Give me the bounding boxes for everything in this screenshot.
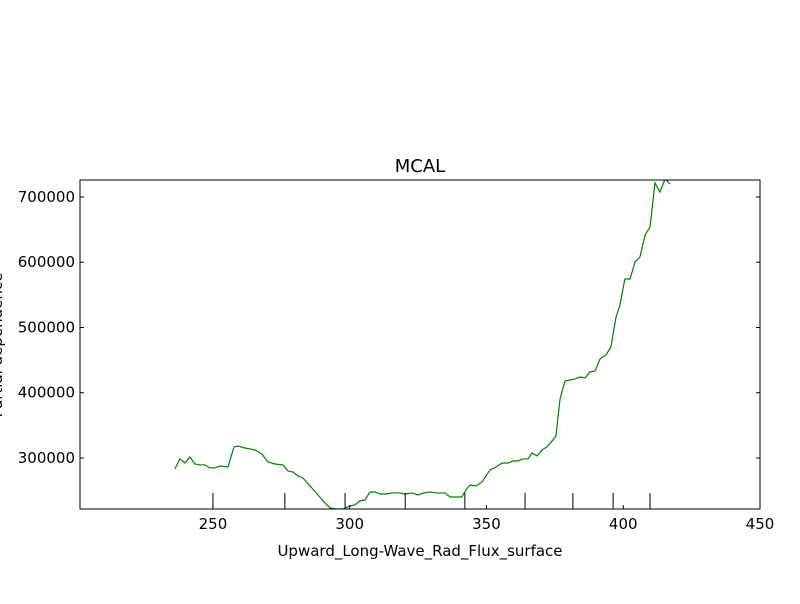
line <box>174 180 671 509</box>
x-tick-label: 350 <box>472 515 501 533</box>
x-tick-label: 300 <box>335 515 364 533</box>
chart-title: MCAL <box>395 156 445 177</box>
x-tick-label: 450 <box>746 515 775 533</box>
y-tick-label: 700000 <box>18 188 75 206</box>
y-tick-label: 600000 <box>18 253 75 271</box>
y-tick-label: 400000 <box>18 384 75 402</box>
y-tick-label: 300000 <box>18 449 75 467</box>
axes-frame <box>79 179 761 510</box>
x-tick-label: 250 <box>199 515 228 533</box>
y-axis-label: Partial dependence <box>0 273 6 418</box>
x-axis-label: Upward_Long-Wave_Rad_Flux_surface <box>277 542 562 561</box>
y-tick-label: 500000 <box>18 318 75 336</box>
plot-area <box>174 180 671 509</box>
x-tick-label: 400 <box>609 515 638 533</box>
